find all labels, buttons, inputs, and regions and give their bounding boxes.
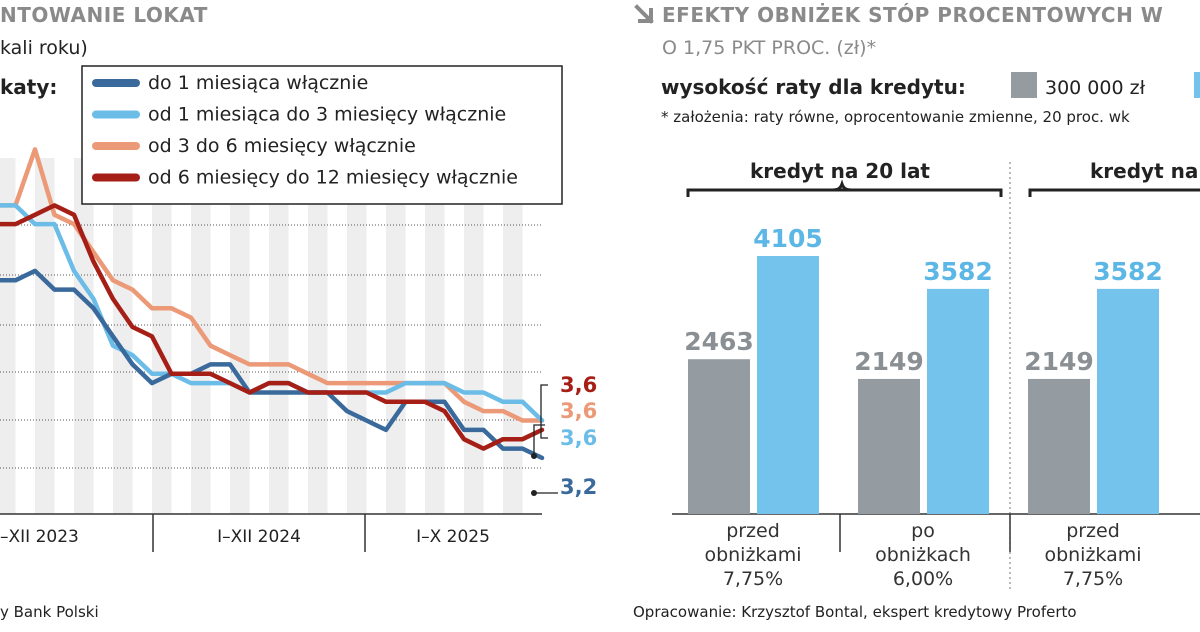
category-label: 6,00% [893,568,953,590]
right-title-line2: O 1,75 PKT PROC. (zł)* [662,37,876,59]
right-title-line1: EFEKTY OBNIŻEK STÓP PROCENTOWYCH W [662,3,1163,27]
background-stripe [308,158,328,514]
legend-label: od 6 miesięcy do 12 miesięcy włącznie [148,167,518,189]
legend-label-grey: 300 000 zł [1045,77,1146,99]
legend-label: do 1 miesiąca włącznie [148,72,368,94]
bar [1097,288,1159,514]
right-legend-title: wysokość raty dla kredytu: [661,75,966,99]
category-label: przed [1066,520,1120,542]
right-source: Opracowanie: Krzysztof Bontal, ekspert k… [633,603,1077,621]
category-label: obniżkach [875,544,971,566]
end-dot [531,490,537,496]
bar-value-label: 4105 [753,224,823,253]
category-label: obniżkami [1044,544,1141,566]
right-footnote: * założenia: raty równe, oprocentowanie … [661,108,1130,126]
background-stripe [74,158,94,514]
category-label: po [911,520,935,542]
group-bracket [1028,188,1200,197]
x-tick-label: I–X 2025 [416,527,490,547]
end-label-series-4: 3,6 [560,373,597,397]
category-label: obniżkami [704,544,801,566]
line-series-group [0,147,545,461]
background-stripe [113,158,133,514]
background-stripe [191,158,211,514]
bar [1028,378,1090,514]
background-stripe [230,158,250,514]
legend-swatch-blue [1194,72,1200,98]
end-dot [531,453,537,459]
background-stripe [347,158,367,514]
background-stripe [35,158,55,514]
bar-series-group: 2463 4105 2149 3582 2149 3582 [684,224,1163,514]
end-label-series-3: 3,6 [560,399,597,423]
x-tick-label: I–XII 2024 [217,527,301,547]
group-bracket-notch [829,179,855,192]
background-stripe [425,158,445,514]
legend-label: od 1 miesiąca do 3 miesięcy włącznie [148,104,506,126]
bar-value-label: 3582 [1093,257,1163,286]
category-label: przed [726,520,780,542]
end-label-bracket [540,384,548,439]
group-label: kredyt na 20 lat [750,159,930,183]
right-bar-chart-panel: EFEKTY OBNIŻEK STÓP PROCENTOWYCH W O 1,7… [633,3,1200,621]
bar [927,288,989,514]
left-line-chart-panel: NTOWANIE LOKAT kali roku) katy: –XII 202… [0,3,597,621]
horizontal-gridlines [0,224,542,469]
left-legend-title: katy: [0,75,57,99]
background-stripe [152,158,172,514]
bar [858,378,920,514]
group-bracket [686,188,1003,197]
legend-box [81,65,563,205]
series-line-1 [0,268,545,461]
background-stripe [503,158,523,514]
bar-value-label: 3582 [923,257,993,286]
legend-swatch-grey [1011,72,1037,98]
background-stripe [464,158,484,514]
arrow-icon [634,4,654,24]
line-legend: do 1 miesiąca włącznie od 1 miesiąca do 3… [81,65,563,205]
left-title: NTOWANIE LOKAT [0,3,208,27]
background-stripe [386,158,406,514]
background-stripe [269,158,289,514]
bar-value-label: 2149 [1024,347,1094,376]
left-subtitle: kali roku) [0,37,88,59]
left-source: y Bank Polski [0,603,99,621]
end-label-series-1: 3,2 [560,475,597,499]
category-labels: przedobniżkami7,75%poobniżkach6,00%przed… [704,520,1141,590]
end-value-labels: 3,6 3,6 3,6 3,2 [531,373,597,499]
x-tick-label: –XII 2023 [0,527,79,547]
group-label: kredyt na [1090,159,1198,183]
category-label: 7,75% [1063,568,1123,590]
legend-label: od 3 do 6 miesięcy włącznie [148,135,416,157]
plot-background-stripes [0,158,523,514]
bar [688,359,750,514]
background-stripe [0,158,16,514]
bar [757,256,819,514]
category-label: 7,75% [723,568,783,590]
series-line-4 [0,203,545,451]
end-label-series-2: 3,6 [560,426,597,450]
bar-value-label: 2463 [684,327,754,356]
bar-value-label: 2149 [854,347,924,376]
